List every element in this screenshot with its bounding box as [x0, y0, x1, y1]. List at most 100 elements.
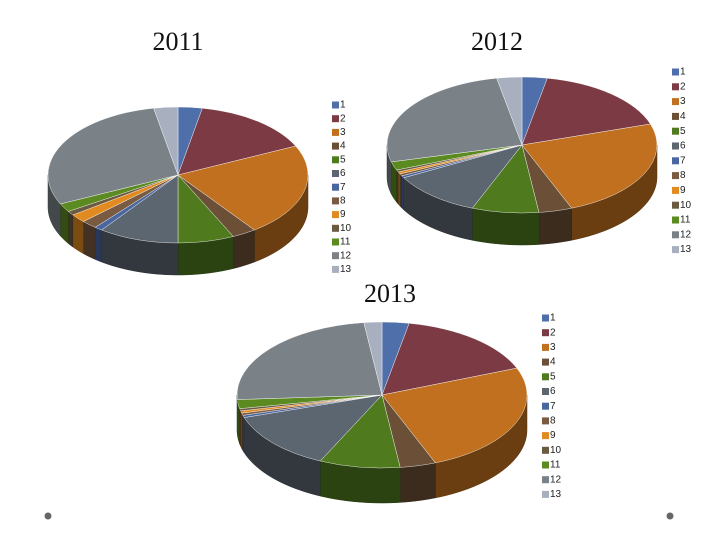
slice-top: [236, 322, 383, 400]
legend-swatch: [542, 432, 549, 440]
legend-swatch: [542, 461, 549, 469]
legend-label: 5: [550, 371, 556, 382]
legend-label: 8: [340, 196, 346, 207]
legend-swatch: [542, 417, 549, 425]
slice-side: [94, 227, 102, 263]
legend-label: 12: [680, 229, 692, 240]
slice-top: [243, 394, 383, 462]
legend-swatch: [332, 101, 339, 109]
legend-label: 6: [550, 386, 556, 397]
legend-label: 7: [340, 182, 346, 193]
legend-swatch: [332, 128, 339, 136]
legend-label: 11: [680, 215, 691, 226]
legend-swatch: [332, 197, 339, 205]
legend-swatch: [542, 446, 549, 454]
legend-label: 5: [680, 126, 686, 137]
slice-side: [399, 173, 402, 209]
slice-top: [319, 394, 401, 469]
pie-slice: [521, 123, 658, 241]
legend-label: 12: [340, 250, 352, 261]
legend-label: 8: [550, 416, 556, 427]
legend-swatch: [542, 329, 549, 337]
legend-swatch: [672, 246, 679, 254]
slice-top: [521, 123, 658, 209]
chart-title: 2011: [152, 27, 203, 56]
pie-slice: [47, 107, 179, 237]
legend-label: 3: [340, 127, 346, 138]
legend-label: 13: [550, 489, 562, 500]
legend-swatch: [672, 98, 679, 106]
pie-slice: [363, 321, 383, 396]
legend-swatch: [672, 127, 679, 135]
legend-swatch: [332, 183, 339, 191]
chart-title: 2013: [364, 279, 416, 308]
slice-side: [472, 207, 540, 246]
legend-swatch: [672, 216, 679, 224]
legend-swatch: [542, 402, 549, 410]
legend-swatch: [332, 142, 339, 150]
slice-top: [381, 323, 518, 396]
legend-swatch: [672, 142, 679, 150]
slice-top: [496, 76, 523, 146]
pie-slice: [386, 77, 523, 195]
legend-label: 10: [340, 223, 352, 234]
legend-label: 7: [550, 401, 556, 412]
slice-top: [521, 77, 651, 146]
legend-swatch: [542, 490, 549, 498]
pie-slice: [397, 144, 523, 207]
slide-dot: [44, 512, 52, 520]
slice-side: [67, 210, 74, 248]
legend-label: 4: [340, 141, 346, 152]
legend-label: 11: [340, 237, 351, 248]
legend-swatch: [672, 68, 679, 76]
pie-slice: [381, 323, 518, 396]
pie-slice: [496, 76, 523, 146]
slice-side: [401, 175, 404, 211]
legend-label: 2: [680, 81, 686, 92]
legend-label: 2: [340, 113, 346, 124]
legend-swatch: [672, 172, 679, 180]
pie-slice: [94, 174, 179, 263]
slice-side: [538, 207, 572, 245]
slide-dot: [666, 512, 674, 520]
pie-slice: [153, 106, 179, 176]
slice-top: [47, 107, 179, 205]
slice-top: [381, 367, 528, 464]
legend-swatch: [672, 186, 679, 194]
legend-label: 4: [550, 357, 556, 368]
pie-slice: [381, 394, 436, 503]
legend-label: 13: [340, 264, 352, 275]
legend-swatch: [542, 388, 549, 395]
pie-slice: [177, 174, 234, 276]
legend-label: 13: [680, 244, 692, 255]
slice-side: [399, 462, 436, 503]
legend-swatch: [672, 112, 679, 120]
slice-side: [82, 221, 96, 260]
pie-slice: [101, 174, 179, 276]
legend-swatch: [332, 224, 339, 232]
legend-label: 6: [680, 141, 686, 152]
legend-label: 7: [680, 155, 686, 166]
slice-top: [363, 321, 383, 396]
slice-top: [177, 145, 309, 231]
slice-top: [153, 106, 179, 176]
legend-swatch: [332, 238, 339, 246]
legend-swatch: [672, 201, 679, 209]
pie-slice: [521, 77, 651, 146]
legend-label: 1: [550, 313, 556, 324]
legend-swatch: [542, 373, 549, 381]
legend-label: 10: [550, 445, 562, 456]
slice-top: [403, 144, 523, 209]
legend-label: 9: [550, 430, 556, 441]
legend-label: 9: [680, 185, 686, 196]
pie-slice: [390, 144, 523, 203]
slice-top: [101, 174, 179, 244]
legend-label: 11: [550, 460, 561, 471]
slice-side: [397, 171, 401, 207]
legend-swatch: [542, 358, 549, 366]
legend-label: 10: [680, 200, 692, 211]
legend-swatch: [332, 156, 339, 164]
legend-swatch: [542, 343, 549, 351]
legend-label: 12: [550, 474, 562, 485]
legend-label: 3: [550, 342, 556, 353]
